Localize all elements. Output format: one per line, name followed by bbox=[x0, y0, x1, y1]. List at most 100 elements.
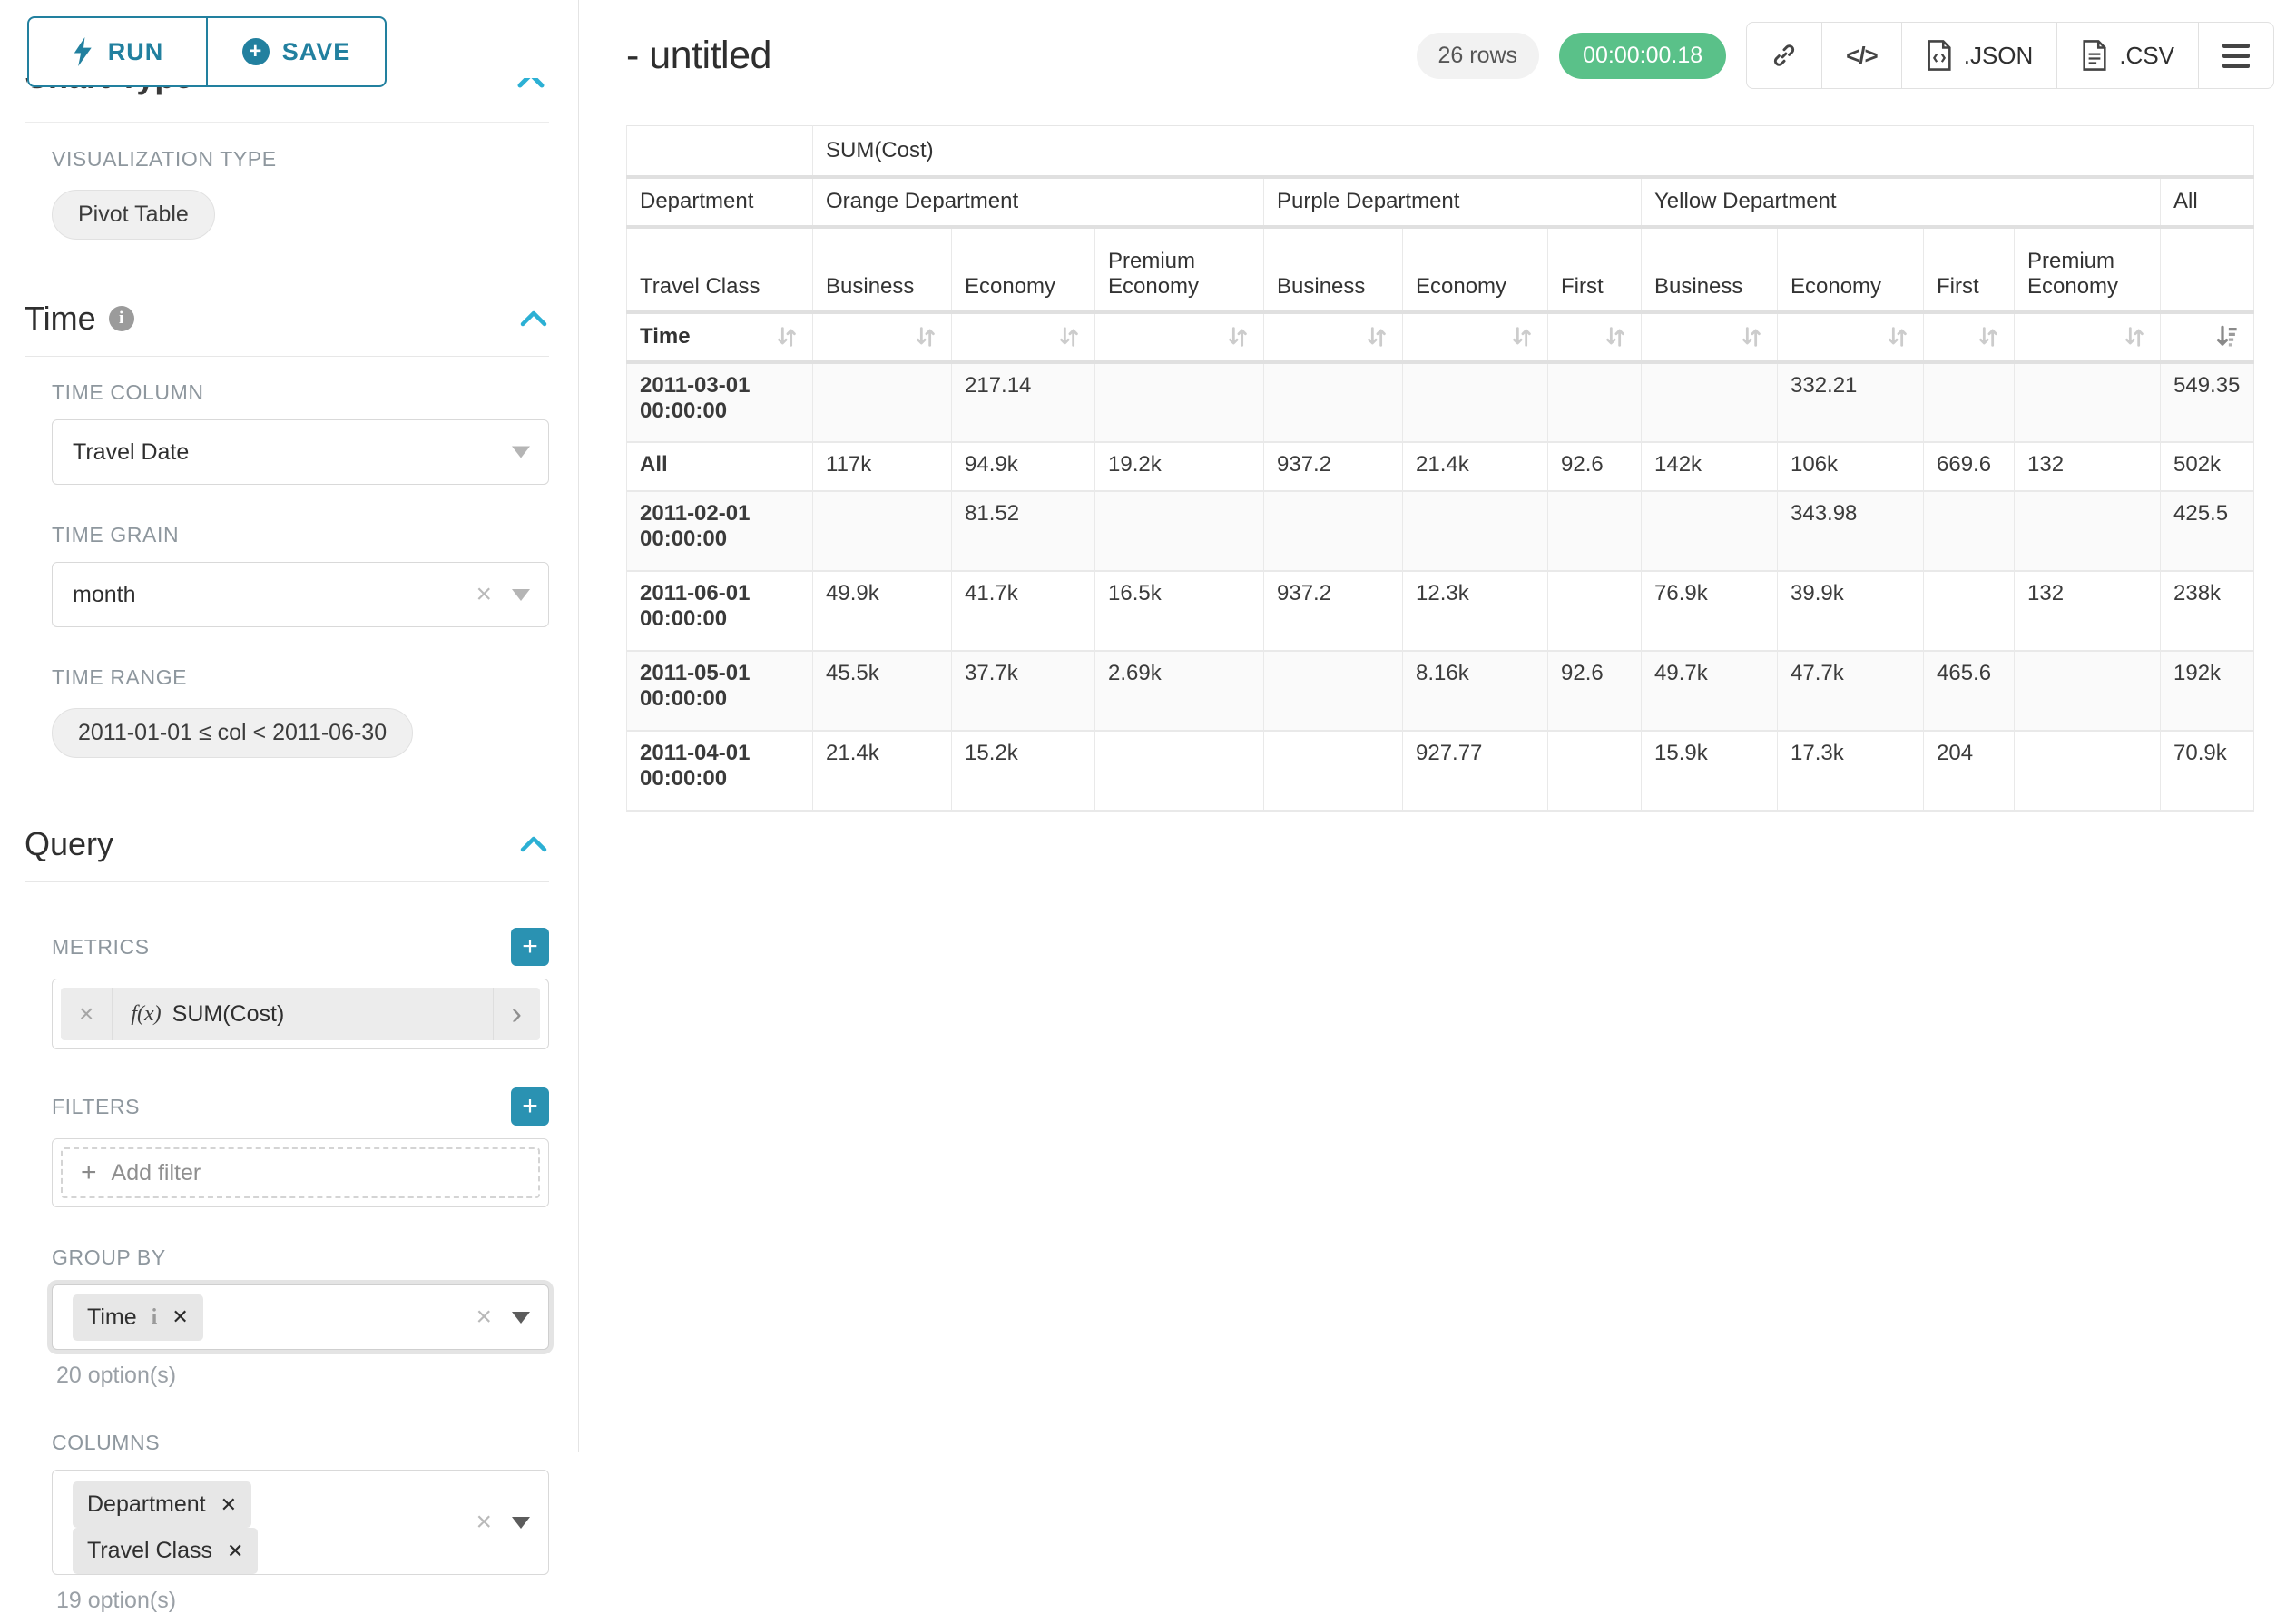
filters-header-row: FILTERS + bbox=[52, 1087, 549, 1126]
more-options-button[interactable] bbox=[2198, 23, 2273, 88]
caret-down-icon[interactable] bbox=[512, 589, 530, 601]
remove-tag-icon[interactable]: ✕ bbox=[227, 1540, 243, 1563]
sort-toggle-icon[interactable] bbox=[2122, 324, 2147, 349]
chevron-up-icon[interactable] bbox=[513, 78, 549, 91]
sort-cell bbox=[952, 312, 1095, 362]
filters-label: FILTERS bbox=[52, 1095, 140, 1119]
pivot-cell bbox=[1264, 731, 1403, 811]
column-header: Business bbox=[813, 227, 952, 312]
group-by-select[interactable]: Timei✕ × bbox=[52, 1284, 549, 1350]
pivot-cell bbox=[2015, 362, 2161, 442]
caret-down-icon[interactable] bbox=[512, 1517, 530, 1529]
export-csv-button[interactable]: .CSV bbox=[2056, 23, 2198, 88]
time-section-title: Time bbox=[25, 300, 96, 338]
clear-icon[interactable]: × bbox=[476, 1509, 492, 1536]
pivot-cell: 17.3k bbox=[1778, 731, 1924, 811]
pivot-cell bbox=[1548, 491, 1642, 571]
sort-toggle-icon[interactable] bbox=[1976, 324, 2001, 349]
chevron-up-icon[interactable] bbox=[518, 834, 549, 854]
pivot-cell: 37.7k bbox=[952, 651, 1095, 731]
embed-code-button[interactable]: </> bbox=[1821, 23, 1901, 88]
chevron-up-icon[interactable] bbox=[518, 309, 549, 329]
sort-cell bbox=[813, 312, 952, 362]
row-header: 2011-06-01 00:00:00 bbox=[627, 571, 813, 651]
remove-metric-icon[interactable]: × bbox=[61, 988, 113, 1040]
metric-pill[interactable]: × f(x) SUM(Cost) › bbox=[61, 988, 540, 1040]
visualization-type-value[interactable]: Pivot Table bbox=[52, 190, 215, 240]
export-json-button[interactable]: .JSON bbox=[1901, 23, 2057, 88]
share-link-button[interactable] bbox=[1747, 23, 1821, 88]
pivot-cell: 45.5k bbox=[813, 651, 952, 731]
divider bbox=[25, 122, 549, 123]
group-by-options-hint: 20 option(s) bbox=[56, 1363, 549, 1389]
remove-tag-icon[interactable]: ✕ bbox=[172, 1305, 188, 1329]
time-column-select[interactable]: Travel Date bbox=[52, 419, 549, 485]
pivot-cell bbox=[2015, 491, 2161, 571]
caret-down-icon[interactable] bbox=[512, 447, 530, 458]
run-button[interactable]: RUN bbox=[27, 16, 206, 87]
sort-toggle-icon[interactable] bbox=[774, 324, 800, 349]
chevron-right-icon[interactable]: › bbox=[493, 988, 540, 1040]
columns-options-hint: 19 option(s) bbox=[56, 1588, 549, 1614]
column-header: Business bbox=[1642, 227, 1778, 312]
pivot-cell: 217.14 bbox=[952, 362, 1095, 442]
pivot-cell bbox=[1095, 731, 1264, 811]
pivot-cell bbox=[1264, 362, 1403, 442]
sort-toggle-icon[interactable] bbox=[1225, 324, 1251, 349]
pivot-cell: 204 bbox=[1924, 731, 2015, 811]
pivot-cell: 549.35 bbox=[2161, 362, 2254, 442]
sort-toggle-icon[interactable] bbox=[1364, 324, 1389, 349]
tag-label: Department bbox=[87, 1491, 206, 1518]
pivot-cell: 21.4k bbox=[813, 731, 952, 811]
sort-toggle-icon[interactable] bbox=[1603, 324, 1628, 349]
time-grain-value: month bbox=[73, 582, 135, 608]
pivot-row: 2011-05-01 00:00:0045.5k37.7k2.69k8.16k9… bbox=[627, 651, 2254, 731]
sort-toggle-icon[interactable] bbox=[1056, 324, 1082, 349]
pivot-cell bbox=[1642, 362, 1778, 442]
pivot-cell: 16.5k bbox=[1095, 571, 1264, 651]
clear-icon[interactable]: × bbox=[476, 1304, 492, 1331]
pivot-cell: 94.9k bbox=[952, 442, 1095, 491]
selected-option-tag[interactable]: Department ✕ bbox=[73, 1481, 251, 1528]
pivot-cell: 238k bbox=[2161, 571, 2254, 651]
pivot-cell: 15.2k bbox=[952, 731, 1095, 811]
time-range-value[interactable]: 2011-01-01 ≤ col < 2011-06-30 bbox=[52, 708, 413, 758]
add-metric-button[interactable]: + bbox=[511, 928, 549, 966]
pivot-cell bbox=[2015, 651, 2161, 731]
selected-option-tag[interactable]: Travel Class✕ bbox=[73, 1528, 258, 1574]
pivot-cell bbox=[1642, 491, 1778, 571]
sort-descending-icon[interactable] bbox=[2213, 323, 2241, 350]
sort-toggle-icon[interactable] bbox=[1739, 324, 1764, 349]
pivot-cell: 92.6 bbox=[1548, 442, 1642, 491]
pivot-cell bbox=[1924, 362, 2015, 442]
selected-option-tag[interactable]: Timei✕ bbox=[73, 1294, 203, 1341]
save-button[interactable]: + SAVE bbox=[206, 16, 387, 87]
results-toolbar: 26 rows 00:00:00.18 </> .J bbox=[1417, 22, 2274, 89]
clear-icon[interactable]: × bbox=[476, 581, 492, 608]
sort-toggle-icon[interactable] bbox=[1509, 324, 1535, 349]
columns-select[interactable]: Department✕Travel Class✕ × bbox=[52, 1470, 549, 1575]
add-filter-button[interactable]: + bbox=[511, 1087, 549, 1126]
caret-down-icon[interactable] bbox=[512, 1312, 530, 1324]
pivot-cell bbox=[1264, 491, 1403, 571]
pivot-cell: 41.7k bbox=[952, 571, 1095, 651]
row-count-badge: 26 rows bbox=[1417, 33, 1540, 79]
query-section-title: Query bbox=[25, 825, 113, 863]
query-timer-badge: 00:00:00.18 bbox=[1559, 33, 1726, 79]
pivot-cell: 12.3k bbox=[1403, 571, 1548, 651]
sort-toggle-icon[interactable] bbox=[913, 324, 938, 349]
add-filter-dropzone[interactable]: + Add filter bbox=[61, 1147, 540, 1198]
divider bbox=[25, 881, 549, 882]
sort-toggle-icon[interactable] bbox=[1885, 324, 1910, 349]
row-header: 2011-03-01 00:00:00 bbox=[627, 362, 813, 442]
chart-area: - untitled 26 rows 00:00:00.18 </> bbox=[579, 0, 2296, 1452]
time-grain-select[interactable]: month × bbox=[52, 562, 549, 627]
row-dimension-header: Department bbox=[627, 177, 813, 227]
pivot-cell: 39.9k bbox=[1778, 571, 1924, 651]
plus-icon: + bbox=[81, 1157, 97, 1188]
sort-cell bbox=[1403, 312, 1548, 362]
pivot-row: 2011-02-01 00:00:0081.52343.98425.5 bbox=[627, 491, 2254, 571]
remove-tag-icon[interactable]: ✕ bbox=[221, 1493, 237, 1517]
chart-title[interactable]: - untitled bbox=[626, 34, 771, 78]
pivot-cell: 76.9k bbox=[1642, 571, 1778, 651]
